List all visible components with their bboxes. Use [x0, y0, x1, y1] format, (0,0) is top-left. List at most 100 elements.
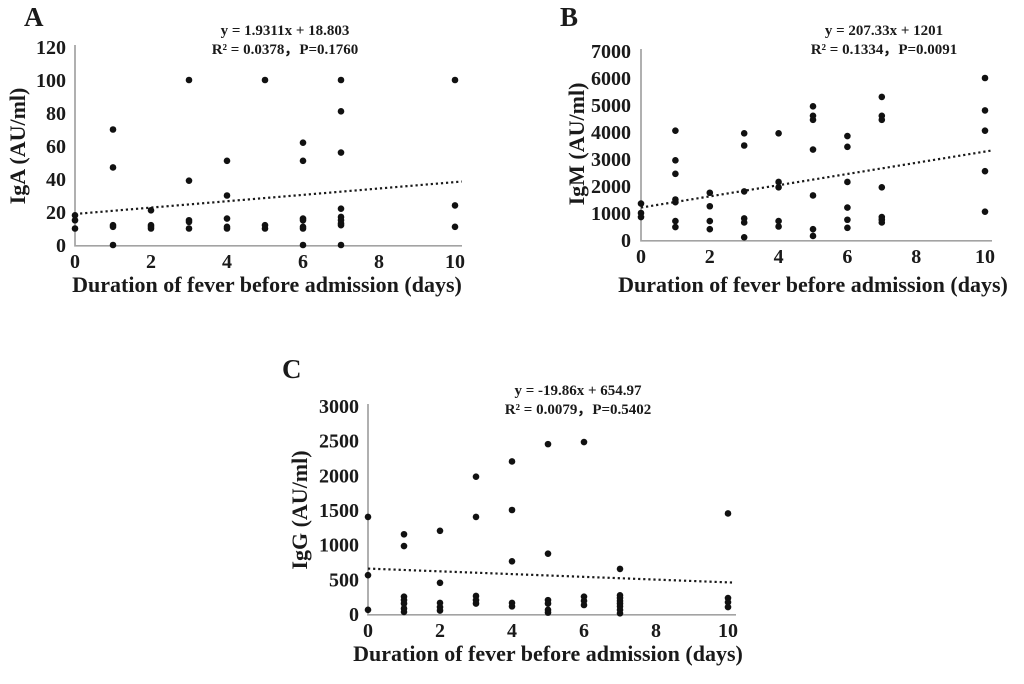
panel-b-y-tick-label: 0 — [621, 230, 631, 252]
panel-b-data-point — [706, 202, 714, 210]
panel-c-data-point — [400, 542, 408, 550]
panel-b-data-point — [740, 142, 748, 149]
panel-a-y-tick-label: 120 — [36, 37, 66, 59]
panel-b-data-point — [740, 219, 748, 226]
panel-b-data-point — [809, 103, 817, 110]
panel-b-data-point — [706, 225, 714, 233]
panel-c-plot: 0 500 1000 1500 2000 2500 3000 0 2 4 6 8 10 — [319, 396, 738, 642]
panel-a-data-point — [223, 225, 231, 232]
panel-a-data-point — [147, 225, 155, 232]
panel-a-x-tick-label: 10 — [445, 251, 465, 273]
panel-b-y-tick-label: 2000 — [591, 176, 631, 198]
panel-a-data-point — [185, 225, 193, 232]
panel-a-data-point — [147, 207, 155, 214]
panel-c-y-tick-label: 1000 — [319, 535, 359, 557]
panel-b-data-point — [740, 188, 748, 195]
panel-b-data-point — [809, 232, 817, 240]
panel-b-data-point — [672, 157, 679, 164]
panel-c-axes — [367, 404, 736, 616]
panel-b-y-tick-label: 7000 — [591, 41, 631, 63]
panel-c-data-point — [724, 603, 732, 611]
panel-a-x-tick-label: 8 — [374, 251, 384, 273]
panel-b-data-point — [775, 217, 782, 225]
panel-c-data-point — [580, 601, 588, 609]
panel-b-data-point — [637, 213, 645, 221]
panel-b-data-point — [844, 143, 851, 151]
panel-b-axes — [640, 49, 992, 242]
panel-c-x-tick-label: 8 — [651, 620, 661, 642]
panel-c-y-tick-label: 500 — [329, 569, 359, 591]
panel-a-data-point — [337, 108, 345, 115]
panel-b-x-tick-label: 2 — [705, 246, 715, 268]
panel-c-data-point — [472, 600, 480, 607]
panel-c-y-tick-label: 2000 — [319, 465, 359, 487]
panel-a-data-point — [185, 177, 193, 184]
panel-a-trend-line — [74, 180, 462, 216]
panel-b-y-tick-label: 4000 — [591, 122, 631, 144]
panel-b-data-point — [844, 204, 851, 211]
panel-b-data-point — [672, 170, 679, 178]
panel-c-data-point — [436, 607, 444, 614]
panel-c-trend-line — [367, 567, 735, 584]
panel-c-data-point — [472, 513, 480, 521]
panel-c-data-point — [400, 608, 408, 616]
panel-b-data-point — [981, 74, 989, 82]
panel-a-data-point — [223, 157, 231, 165]
panel-a-y-axis-title: IgA (AU/ml) — [5, 87, 30, 205]
panel-b-x-tick-label: 8 — [911, 246, 921, 268]
panel-c-data-point — [508, 558, 516, 565]
panel-a-data-point — [337, 149, 345, 156]
panel-b-data-point — [775, 184, 782, 191]
panel-a-plot: 0 20 40 60 80 100 120 0 2 4 6 8 10 — [36, 37, 465, 273]
panel-c-x-tick-label: 2 — [435, 620, 445, 642]
panel-c-y-tick-label: 1500 — [319, 500, 359, 522]
panel-b-data-point — [672, 127, 679, 134]
panel-b-r2-p-value: R² = 0.1334，P=0.0091 — [810, 42, 958, 58]
panel-c-data-point — [544, 609, 552, 616]
panel-c-data-point — [400, 600, 408, 607]
panel-b-data-point — [809, 225, 817, 233]
panel-b-data-point — [981, 208, 989, 215]
panel-c-data-point — [508, 458, 516, 465]
panel-b-data-point — [775, 223, 782, 230]
panel-a-data-point — [109, 223, 117, 231]
panel-c-equation: y = -19.86x + 654.97 — [514, 383, 642, 399]
panel-a-data-point — [109, 241, 117, 249]
panel-a-x-tick-label: 2 — [146, 251, 156, 273]
panel-b-trend-line — [640, 149, 992, 209]
panel-a-data-point — [337, 76, 345, 84]
panel-c-y-tick-label: 2500 — [319, 431, 359, 453]
panel-c-data-point — [364, 606, 372, 614]
panel-b-y-axis-title: IgM (AU/ml) — [564, 82, 589, 206]
panel-a-y-tick-label: 40 — [46, 169, 66, 191]
panel-b-data-point — [809, 146, 817, 153]
panel-c-x-axis-title: Duration of fever before admission (days… — [353, 641, 743, 666]
panel-c-x-tick-label: 6 — [579, 620, 589, 642]
panel-c-data-point — [364, 513, 372, 521]
panel-b-x-tick-label: 6 — [842, 246, 852, 268]
panel-a-data-point — [261, 76, 269, 84]
panel-c-y-axis-title: IgG (AU/ml) — [287, 450, 312, 570]
panel-c-data-point — [364, 571, 372, 579]
panel-b-data-point — [981, 107, 989, 114]
panel-a-data-point — [185, 218, 193, 226]
panel-a-y-tick-label: 60 — [46, 136, 66, 158]
panel-b-data-point — [878, 93, 886, 101]
panel-b-data-point — [740, 234, 748, 241]
panel-a-data-point — [337, 205, 345, 212]
panel-c-data-point — [724, 510, 732, 517]
panel-c-y-tick-label: 3000 — [319, 396, 359, 418]
panel-a-x-tick-label: 4 — [222, 251, 232, 273]
panel-a-data-point — [337, 241, 345, 249]
panel-a-data-point — [451, 223, 459, 231]
panel-c-data-point — [436, 579, 444, 587]
panel-a-data-point — [261, 225, 269, 232]
panel-b-x-tick-label: 4 — [774, 246, 784, 268]
panel-b-data-point — [637, 200, 645, 207]
panel-a-r2-p-value: R² = 0.0378，P=0.1760 — [211, 42, 359, 58]
panel-b-y-tick-label: 1000 — [591, 203, 631, 225]
panel-c-label: C — [282, 354, 302, 384]
panel-a-data-point — [71, 212, 79, 219]
panel-c-r2-p-value: R² = 0.0079，P=0.5402 — [504, 402, 652, 418]
